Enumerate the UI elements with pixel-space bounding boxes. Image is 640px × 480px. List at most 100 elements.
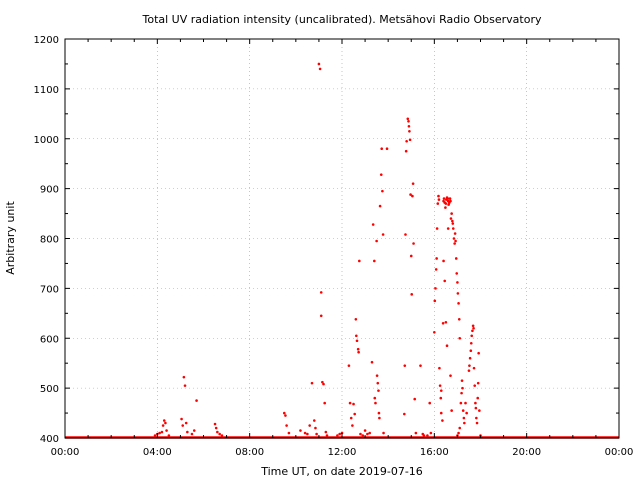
x-tick-label: 00:00 — [605, 447, 634, 458]
data-point — [315, 432, 318, 436]
data-point — [284, 414, 287, 417]
data-point — [439, 389, 443, 392]
data-point — [460, 391, 463, 395]
data-point — [457, 431, 460, 435]
data-point — [451, 222, 455, 225]
data-point — [348, 401, 352, 405]
data-point — [457, 302, 460, 305]
data-point — [310, 381, 314, 385]
data-point — [433, 330, 436, 334]
data-point — [285, 424, 288, 427]
data-point — [324, 430, 328, 434]
data-point — [444, 202, 448, 205]
data-point — [450, 212, 453, 215]
data-point — [451, 227, 455, 230]
data-point — [184, 421, 188, 425]
y-tick-label: 400 — [40, 434, 59, 445]
data-point — [472, 366, 476, 370]
data-point — [441, 419, 444, 422]
data-point — [181, 424, 185, 427]
data-point — [438, 384, 442, 387]
data-point — [368, 431, 372, 435]
data-point — [456, 281, 459, 284]
data-point — [471, 329, 474, 333]
data-point — [218, 432, 221, 436]
data-point — [444, 320, 448, 324]
y-tick-label: 1100 — [34, 85, 59, 96]
data-point — [361, 434, 365, 437]
data-point — [447, 203, 450, 206]
data-point — [411, 194, 414, 198]
data-point — [428, 401, 432, 405]
data-point — [475, 421, 479, 425]
data-point — [299, 429, 302, 432]
data-point — [167, 434, 171, 437]
data-point — [376, 381, 380, 385]
data-point — [216, 430, 219, 434]
data-point — [437, 194, 440, 198]
data-point — [435, 257, 438, 260]
data-point — [313, 419, 316, 422]
data-point — [474, 406, 478, 410]
data-point — [407, 119, 410, 123]
data-point — [464, 401, 467, 405]
data-point — [407, 124, 411, 128]
data-point — [439, 411, 443, 415]
data-point — [462, 416, 466, 420]
data-point — [442, 259, 445, 263]
data-point — [434, 268, 438, 271]
data-point — [381, 233, 385, 236]
data-point — [408, 129, 411, 133]
data-point — [459, 401, 463, 405]
data-point — [406, 117, 410, 121]
data-point — [433, 299, 437, 303]
data-point — [471, 324, 475, 328]
data-point — [377, 389, 380, 392]
data-point — [449, 374, 452, 377]
x-tick-label: 20:00 — [512, 447, 541, 458]
data-point — [451, 219, 454, 223]
data-point — [461, 409, 465, 412]
data-point — [220, 434, 224, 437]
data-point — [382, 431, 385, 435]
data-point — [164, 421, 167, 425]
data-point — [380, 147, 384, 151]
data-point — [426, 434, 429, 437]
data-point — [413, 397, 417, 401]
data-point — [287, 431, 291, 435]
data-point — [457, 317, 461, 321]
data-point — [448, 197, 452, 200]
data-point — [409, 193, 412, 196]
data-point — [449, 199, 452, 203]
data-point — [375, 239, 378, 243]
data-point — [378, 204, 382, 208]
data-point — [370, 360, 374, 364]
data-point — [363, 429, 367, 432]
data-point — [379, 173, 383, 176]
data-point — [160, 430, 164, 434]
data-point — [165, 429, 168, 432]
data-point — [446, 227, 450, 230]
y-tick-label: 700 — [40, 284, 59, 295]
data-point — [429, 431, 433, 435]
data-point — [282, 411, 286, 415]
data-point — [467, 369, 471, 372]
data-point — [468, 356, 472, 360]
data-point — [371, 223, 375, 226]
data-point — [357, 350, 360, 354]
data-point — [375, 374, 379, 377]
data-point — [436, 202, 440, 205]
data-point — [456, 292, 460, 295]
data-point — [468, 364, 471, 367]
data-point — [476, 381, 480, 385]
grid-lines — [65, 39, 619, 438]
data-point — [449, 217, 453, 220]
data-point — [190, 432, 194, 436]
data-point — [195, 399, 198, 402]
data-point — [434, 287, 437, 290]
data-point — [422, 434, 426, 437]
x-tick-label: 00:00 — [51, 447, 80, 458]
data-point — [319, 291, 323, 294]
data-point — [161, 424, 165, 427]
